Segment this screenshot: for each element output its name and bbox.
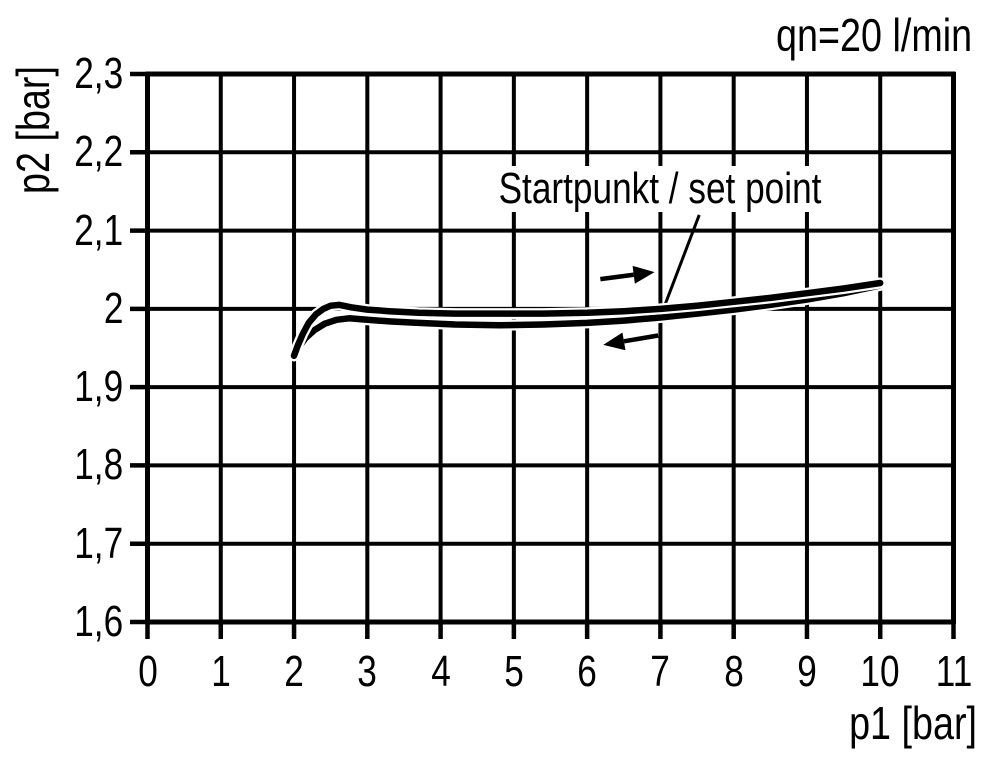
x-axis-title: p1 [bar] (849, 697, 977, 749)
direction-arrow-left-shaft (623, 333, 659, 344)
flow-rate-title: qn=20 l/min (775, 9, 972, 61)
x-tick-label: 1 (210, 647, 231, 696)
x-tick-label: 2 (284, 647, 304, 696)
set-point-leader-line (664, 214, 701, 304)
x-tick-label: 0 (137, 647, 158, 696)
set-point-annotation: Startpunkt / set point (492, 166, 828, 212)
y-tick-label: 1,8 (74, 440, 123, 490)
x-tick-label: 10 (860, 647, 900, 696)
lower-curve-decreasing-p1 (290, 282, 884, 360)
x-tick-label: 5 (504, 647, 524, 696)
x-tick-label: 11 (935, 647, 972, 696)
x-tick-label: 9 (797, 647, 817, 696)
x-tick-label: 3 (357, 647, 378, 696)
direction-arrow-right-head (632, 265, 655, 284)
y-axis-title: p2 [bar] (7, 66, 59, 194)
direction-arrow-right-shaft (600, 272, 635, 282)
x-tick-label: 4 (430, 647, 451, 696)
y-tick-label: 2,2 (74, 127, 123, 177)
y-tick-label: 1,7 (74, 518, 123, 568)
y-tick-label: 1,9 (74, 362, 123, 412)
x-tick-label: 6 (577, 647, 597, 696)
y-tick-label: 2,1 (74, 205, 123, 255)
x-tick-label: 8 (723, 647, 744, 696)
y-tick-label: 2 (103, 283, 123, 333)
x-tick-label: 7 (650, 647, 671, 696)
y-tick-label: 2,3 (74, 49, 123, 98)
direction-arrow-left-head (603, 332, 626, 351)
y-tick-label: 1,6 (74, 597, 123, 646)
upper-curve-increasing-p1 (290, 279, 884, 360)
